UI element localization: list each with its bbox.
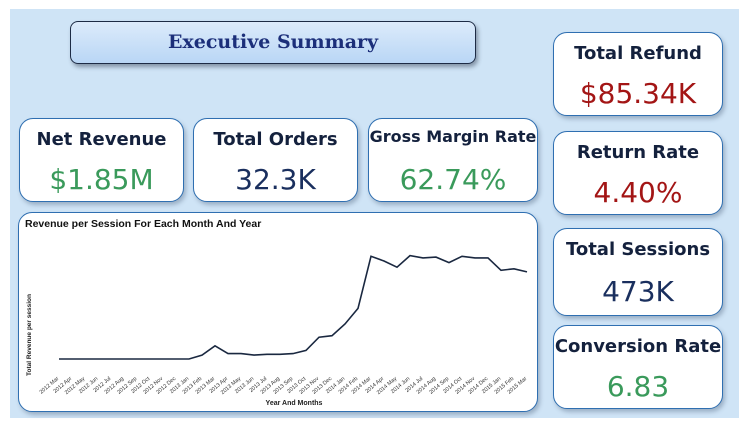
chart-title: Revenue per Session For Each Month And Y…: [25, 218, 261, 230]
total-sessions-card: Total Sessions 473K: [553, 228, 723, 316]
return-rate-label: Return Rate: [576, 142, 700, 163]
revenue-series-line: [59, 254, 528, 360]
total-sessions-label: Total Sessions: [565, 239, 711, 260]
conversion-rate-value: 6.83: [606, 370, 670, 403]
return-rate-value: 4.40%: [593, 176, 683, 209]
total-refund-value: $85.34K: [579, 77, 697, 110]
conversion-rate-card: Conversion Rate 6.83: [553, 325, 723, 409]
y-axis-label: Total Revenue per session: [26, 294, 33, 376]
x-axis-label: Year And Months: [266, 400, 323, 407]
net-revenue-label: Net Revenue: [36, 129, 167, 150]
revenue-per-session-chart: Revenue per Session For Each Month And Y…: [18, 212, 538, 412]
gross-margin-label: Gross Margin Rate: [369, 127, 537, 146]
total-refund-card: Total Refund $85.34K: [553, 32, 723, 116]
chart-svg: Revenue per Session For Each Month And Y…: [25, 218, 529, 407]
return-rate-card: Return Rate 4.40%: [553, 131, 723, 215]
gross-margin-value: 62.74%: [399, 163, 507, 196]
total-orders-label: Total Orders: [213, 129, 338, 150]
net-revenue-value: $1.85M: [49, 163, 154, 196]
total-orders-value: 32.3K: [235, 163, 316, 196]
net-revenue-card: Net Revenue $1.85M: [19, 118, 184, 202]
conversion-rate-label: Conversion Rate: [554, 336, 722, 357]
total-orders-card: Total Orders 32.3K: [193, 118, 358, 202]
title-banner: Executive Summary: [70, 21, 476, 64]
total-refund-label: Total Refund: [574, 43, 702, 64]
total-sessions-value: 473K: [602, 275, 674, 308]
page-title: Executive Summary: [167, 31, 379, 53]
gross-margin-card: Gross Margin Rate 62.74%: [368, 118, 538, 202]
